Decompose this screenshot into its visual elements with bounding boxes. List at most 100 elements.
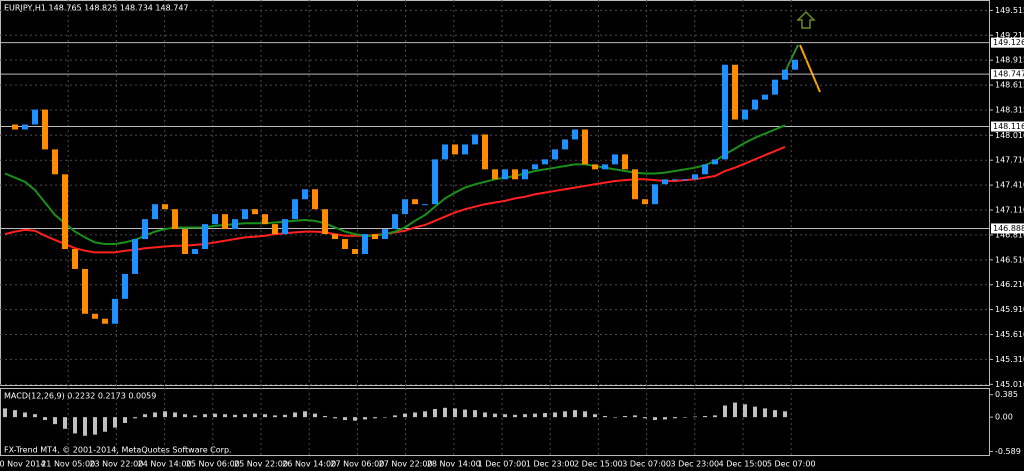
x-tick-label: 1 Dec 23:00 [526,460,575,469]
macd-bar [153,412,157,418]
main-frame [0,0,990,386]
macd-bar [173,412,177,418]
candle [252,209,258,215]
candle [592,164,598,170]
candle [702,164,708,175]
macd-bar [123,417,127,423]
macd-bar [693,416,697,418]
candle [32,109,38,125]
candle [532,164,538,170]
macd-bar [713,415,717,418]
candle [262,214,268,225]
candle [682,179,688,181]
macd-bar [773,410,777,418]
x-tick-label: 2 Dec 15:00 [574,460,623,469]
candle [382,229,388,240]
candle [742,109,748,120]
candle [232,219,238,230]
candle [352,249,358,255]
candle [772,79,778,95]
macd-bar [293,412,297,418]
candle [492,169,498,180]
macd-bar [573,410,577,418]
candle [572,129,578,140]
candle [172,209,178,230]
candle [392,214,398,230]
y-tick-label: 148.010 [995,131,1024,140]
candle [442,144,448,160]
macd-bar [253,413,257,418]
candle [512,169,518,180]
macd-bar [163,411,167,418]
macd-bar [143,414,147,418]
y-tick-label: 145.310 [995,355,1024,364]
macd-bar [23,412,27,418]
macd-bar [733,402,737,418]
candle [162,204,168,210]
candle [212,214,218,225]
y-tick-label: 146.210 [995,280,1024,289]
candle [72,249,78,269]
candle [762,94,768,100]
candle [182,229,188,255]
y-tick-label: 146.810 [995,230,1024,239]
macd-bar [643,417,647,419]
macd-bar [443,407,447,418]
macd-bar [93,417,97,435]
candle [732,64,738,120]
macd-bar [433,408,437,418]
macd-bar [493,413,497,418]
level-label: 148.747 [993,70,1024,79]
candle [102,318,108,324]
macd-bar [313,413,317,418]
candle [322,209,328,235]
candle [362,234,368,255]
macd-bar [263,414,267,418]
candle [112,298,118,324]
macd-bar [403,413,407,418]
candle [602,164,608,170]
macd-bar [203,414,207,418]
macd-bar [613,417,617,418]
macd-bar [53,417,57,425]
y-tick-label: 149.215 [995,31,1024,40]
macd-bar [113,417,117,428]
candle [242,209,248,220]
macd-bar [373,417,377,419]
macd-bar [423,411,427,418]
up-arrow [796,10,816,29]
macd-bar [353,417,357,421]
macd-bar [483,412,487,418]
candle [502,169,508,180]
candle [612,154,618,165]
macd-bar [453,408,457,418]
candle [292,199,298,220]
candle [302,189,308,200]
macd-bar [503,414,507,418]
candle [432,159,438,205]
candle [422,204,428,206]
macd-title: MACD(12,26,9) 0.2232 0.2173 0.0059 [4,392,156,401]
y-tick-label: 145.910 [995,305,1024,314]
macd-bar [413,412,417,418]
candle [722,64,728,160]
candle [552,149,558,160]
macd-bar [213,413,217,418]
chart-title: EURJPY,H1 148.765 148.825 148.734 148.74… [4,4,189,13]
level-box [991,69,1024,80]
macd-bar [783,411,787,418]
y-tick-label: 148.615 [995,81,1024,90]
candle [712,159,718,165]
candle [372,234,378,240]
candle [222,214,228,230]
macd-bar [673,417,677,419]
candle [542,159,548,165]
candle [462,144,468,155]
macd-bar [623,415,627,418]
macd-bar [563,411,567,418]
y-tick-label: 147.410 [995,181,1024,190]
candle [92,313,98,319]
candle [582,129,588,165]
macd-bar [193,415,197,418]
